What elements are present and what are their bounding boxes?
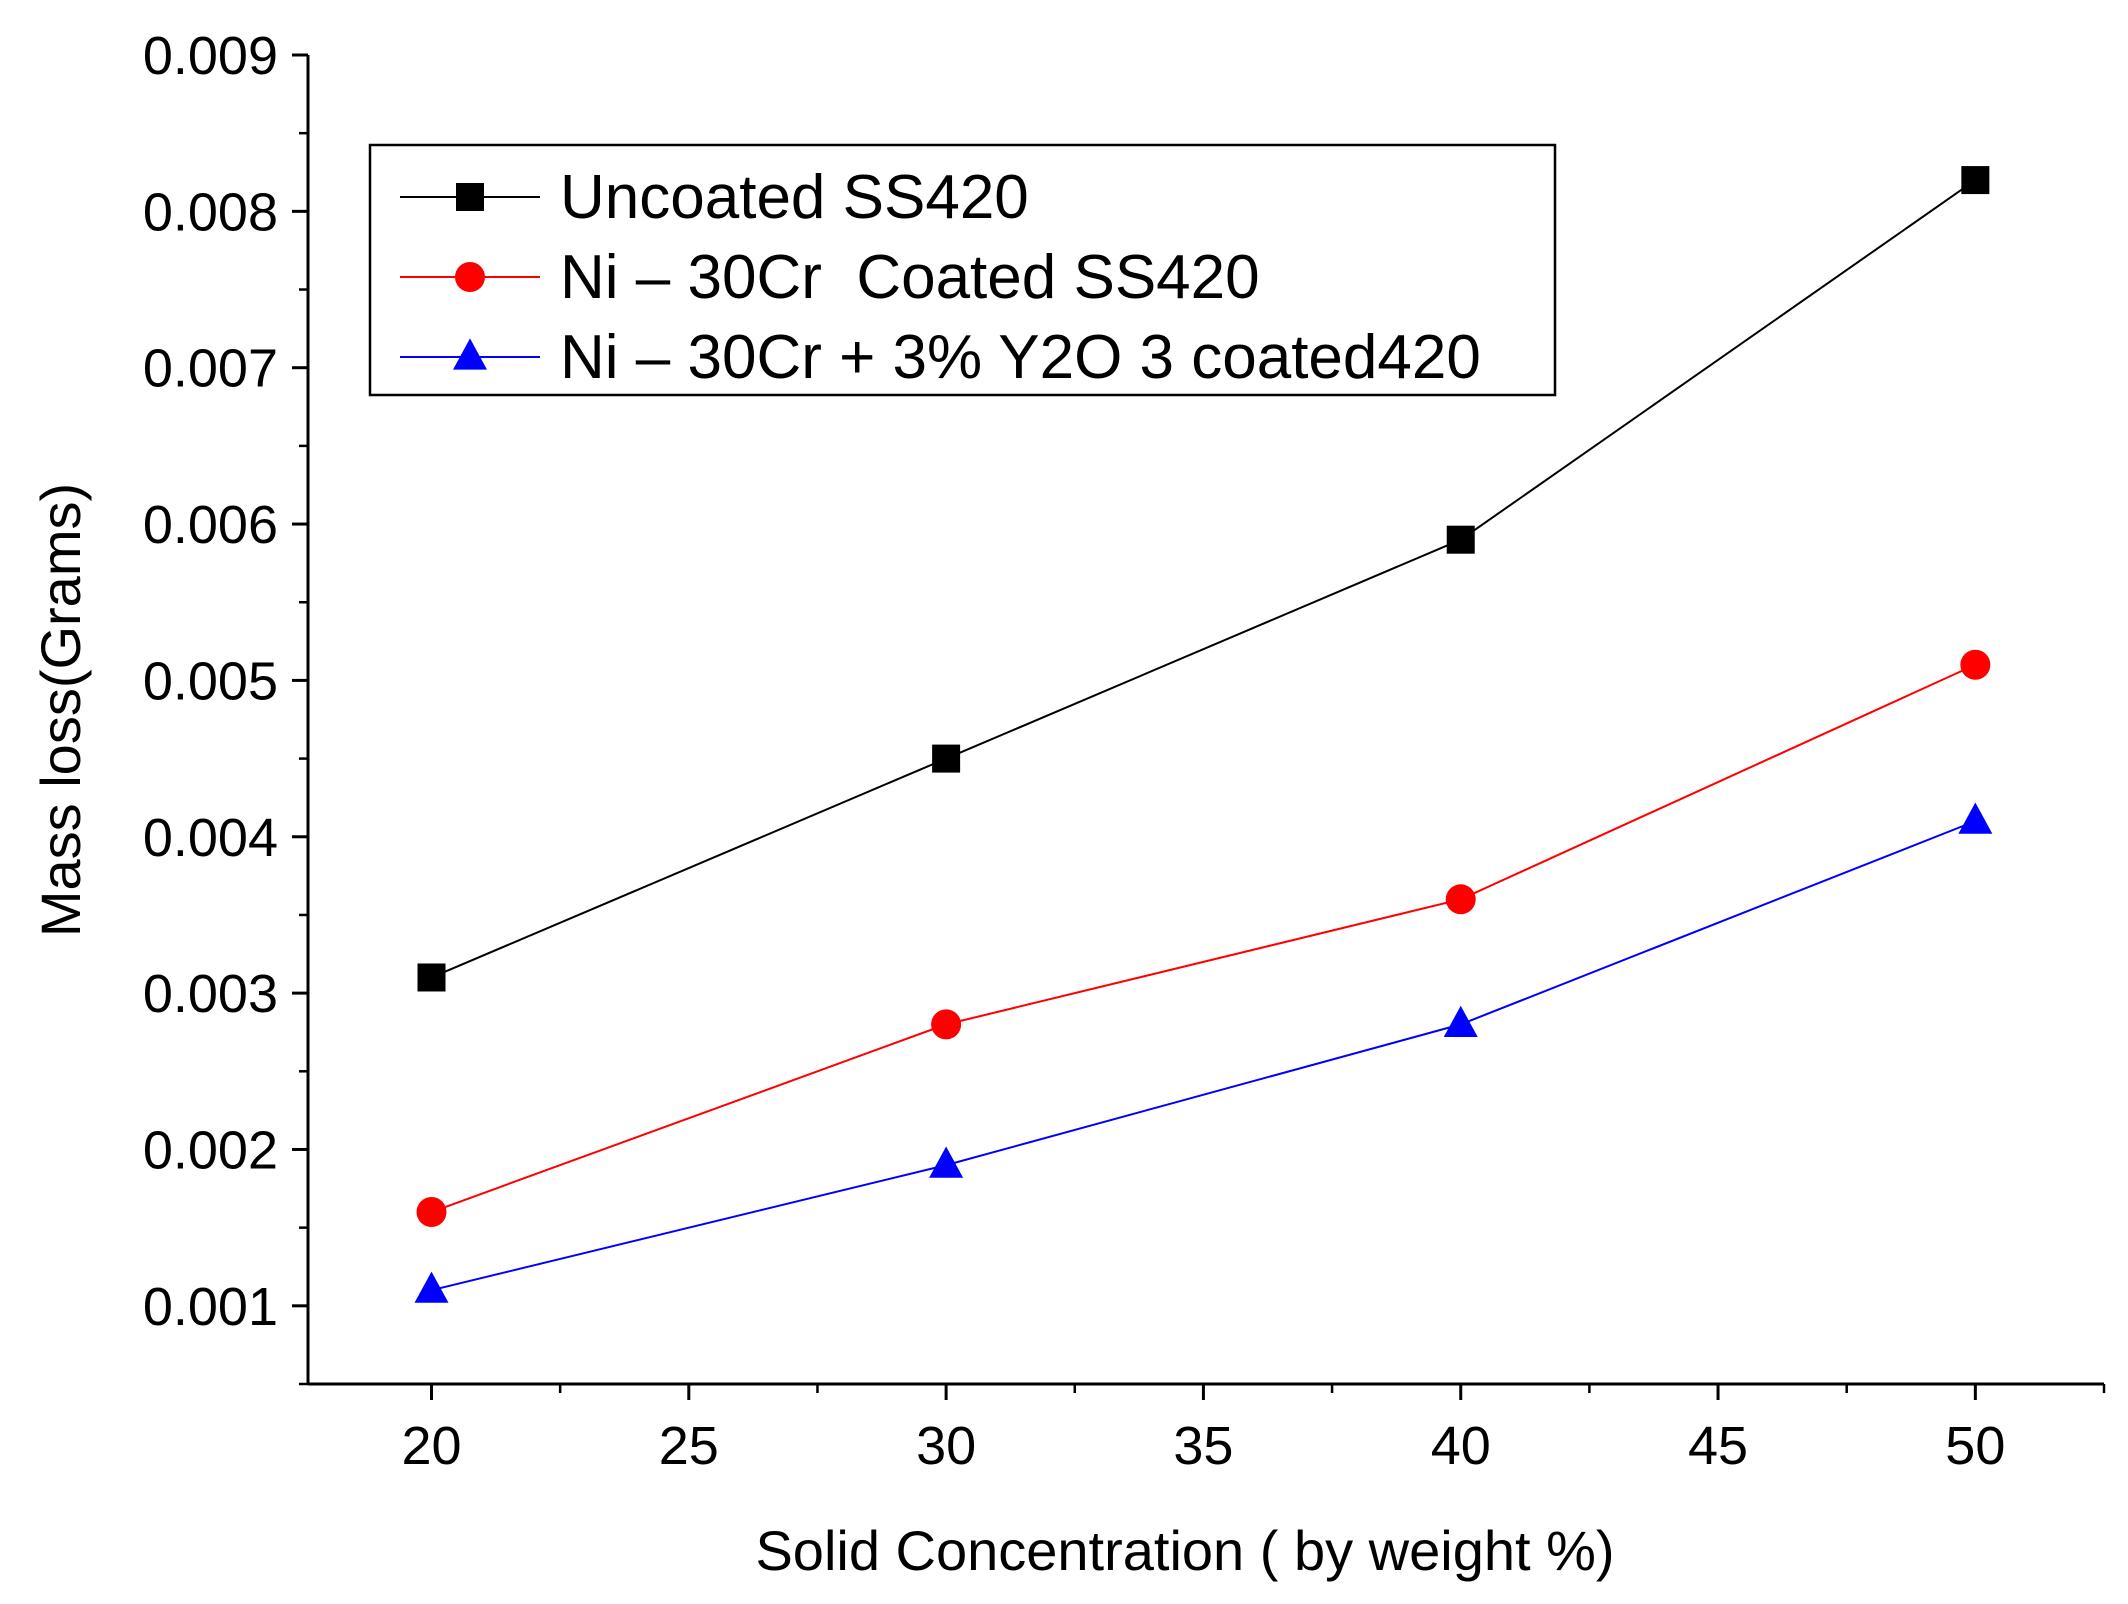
y-tick-label: 0.009 bbox=[143, 26, 278, 86]
x-tick-label: 30 bbox=[916, 1416, 976, 1476]
y-axis-title: Mass loss(Grams) bbox=[29, 483, 92, 937]
legend-marker bbox=[453, 338, 487, 370]
legend-entries bbox=[400, 183, 540, 370]
y-tick-label: 0.008 bbox=[143, 182, 278, 242]
y-tick-label: 0.001 bbox=[143, 1277, 278, 1337]
x-tick-label: 45 bbox=[1688, 1416, 1748, 1476]
axis-ticks: 20 25 30 35 40 45 50 0.001 0.002 0.003 0.004 0.005 0… bbox=[143, 26, 2106, 1476]
data-point bbox=[1446, 525, 1475, 554]
legend: Uncoated SS420 Ni – 30Cr Coated SS420 Ni… bbox=[368, 143, 1557, 397]
x-axis-title: Solid Concentration ( by weight %) bbox=[755, 1519, 1614, 1582]
data-point bbox=[414, 1271, 449, 1303]
y-tick-label: 0.002 bbox=[143, 1120, 278, 1180]
y-tick-label: 0.006 bbox=[143, 495, 278, 555]
data-point bbox=[1443, 1005, 1478, 1037]
data-point bbox=[1960, 649, 1991, 680]
legend-label-uncoated: Uncoated SS420 bbox=[560, 163, 1029, 232]
data-point bbox=[929, 1146, 964, 1178]
legend-label-ni-30cr-y2o3: Ni – 30Cr + 3% Y2O 3 coated420 bbox=[560, 323, 1481, 392]
x-tick-label: 50 bbox=[1945, 1416, 2005, 1476]
legend-label-ni-30cr: Ni – 30Cr Coated SS420 bbox=[560, 243, 1260, 312]
data-point bbox=[931, 1009, 962, 1040]
data-point bbox=[1445, 884, 1476, 915]
legend-marker bbox=[455, 262, 485, 292]
data-point bbox=[1958, 802, 1993, 834]
y-tick-label: 0.004 bbox=[143, 808, 278, 868]
series-layer bbox=[414, 166, 1993, 1303]
series-line bbox=[431, 820, 1976, 1292]
x-tick-label: 35 bbox=[1173, 1416, 1233, 1476]
x-tick-label: 25 bbox=[659, 1416, 719, 1476]
data-point bbox=[932, 744, 961, 773]
legend-marker bbox=[456, 183, 484, 211]
data-point bbox=[1961, 166, 1990, 195]
data-point bbox=[416, 1197, 447, 1228]
x-tick-label: 20 bbox=[401, 1416, 461, 1476]
series-1 bbox=[417, 166, 1990, 992]
axes bbox=[306, 55, 2104, 1386]
y-tick-label: 0.005 bbox=[143, 651, 278, 711]
y-tick-label: 0.003 bbox=[143, 964, 278, 1024]
series-3 bbox=[414, 802, 1993, 1303]
x-tick-label: 40 bbox=[1431, 1416, 1491, 1476]
data-point bbox=[417, 963, 446, 992]
legend-box bbox=[368, 143, 1557, 397]
y-tick-label: 0.007 bbox=[143, 339, 278, 399]
series-line bbox=[431, 179, 1976, 979]
series-2 bbox=[416, 649, 1991, 1228]
series-line bbox=[431, 663, 1976, 1213]
